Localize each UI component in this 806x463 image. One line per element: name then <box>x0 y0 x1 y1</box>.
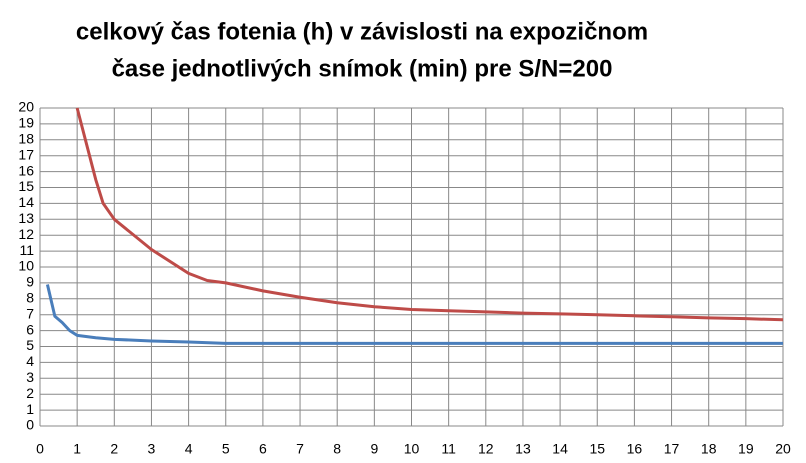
y-tick-label: 8 <box>26 290 34 306</box>
y-tick-label: 20 <box>18 99 34 115</box>
x-tick-label: 14 <box>552 441 568 457</box>
y-tick-label: 11 <box>19 242 34 258</box>
x-tick-label: 3 <box>148 441 156 457</box>
x-tick-label: 18 <box>701 441 717 457</box>
x-tick-label: 11 <box>441 441 456 457</box>
y-tick-label: 7 <box>26 305 34 321</box>
y-tick-label: 9 <box>26 274 34 290</box>
series-line <box>75 107 784 322</box>
x-tick-label: 4 <box>185 441 193 457</box>
x-tick-label: 10 <box>404 441 420 457</box>
y-tick-label: 19 <box>18 115 34 131</box>
x-tick-label: 16 <box>627 441 643 457</box>
x-tick-label: 12 <box>478 441 494 457</box>
x-tick-label: 2 <box>110 441 118 457</box>
x-tick-label: 9 <box>370 441 378 457</box>
chart-title: celkový čas fotenia (h) v závislosti na … <box>76 18 648 45</box>
y-tick-label: 18 <box>18 131 34 147</box>
y-tick-label: 14 <box>18 194 34 210</box>
y-tick-label: 16 <box>18 162 34 178</box>
x-tick-label: 7 <box>296 441 304 457</box>
x-tick-label: 13 <box>515 441 531 457</box>
y-tick-label: 17 <box>18 146 34 162</box>
y-tick-label: 15 <box>18 178 34 194</box>
y-tick-label: 4 <box>26 353 34 369</box>
x-tick-label: 6 <box>259 441 267 457</box>
y-tick-label: 1 <box>26 401 34 417</box>
x-tick-label: 5 <box>222 441 230 457</box>
chart-title: čase jednotlivých snímok (min) pre S/N=2… <box>112 55 613 82</box>
series-line <box>45 284 783 345</box>
x-tick-label: 17 <box>664 441 680 457</box>
y-tick-label: 12 <box>18 226 34 242</box>
x-tick-label: 19 <box>738 441 754 457</box>
y-tick-label: 3 <box>26 369 34 385</box>
y-tick-label: 0 <box>26 417 34 433</box>
x-tick-label: 15 <box>589 441 605 457</box>
y-tick-label: 2 <box>26 385 34 401</box>
x-tick-label: 20 <box>775 441 791 457</box>
x-tick-label: 0 <box>36 441 44 457</box>
y-tick-label: 10 <box>18 258 34 274</box>
x-tick-label: 1 <box>73 441 81 457</box>
x-tick-label: 8 <box>333 441 341 457</box>
y-tick-label: 5 <box>26 337 34 353</box>
y-tick-label: 6 <box>26 321 34 337</box>
y-tick-label: 13 <box>18 210 34 226</box>
